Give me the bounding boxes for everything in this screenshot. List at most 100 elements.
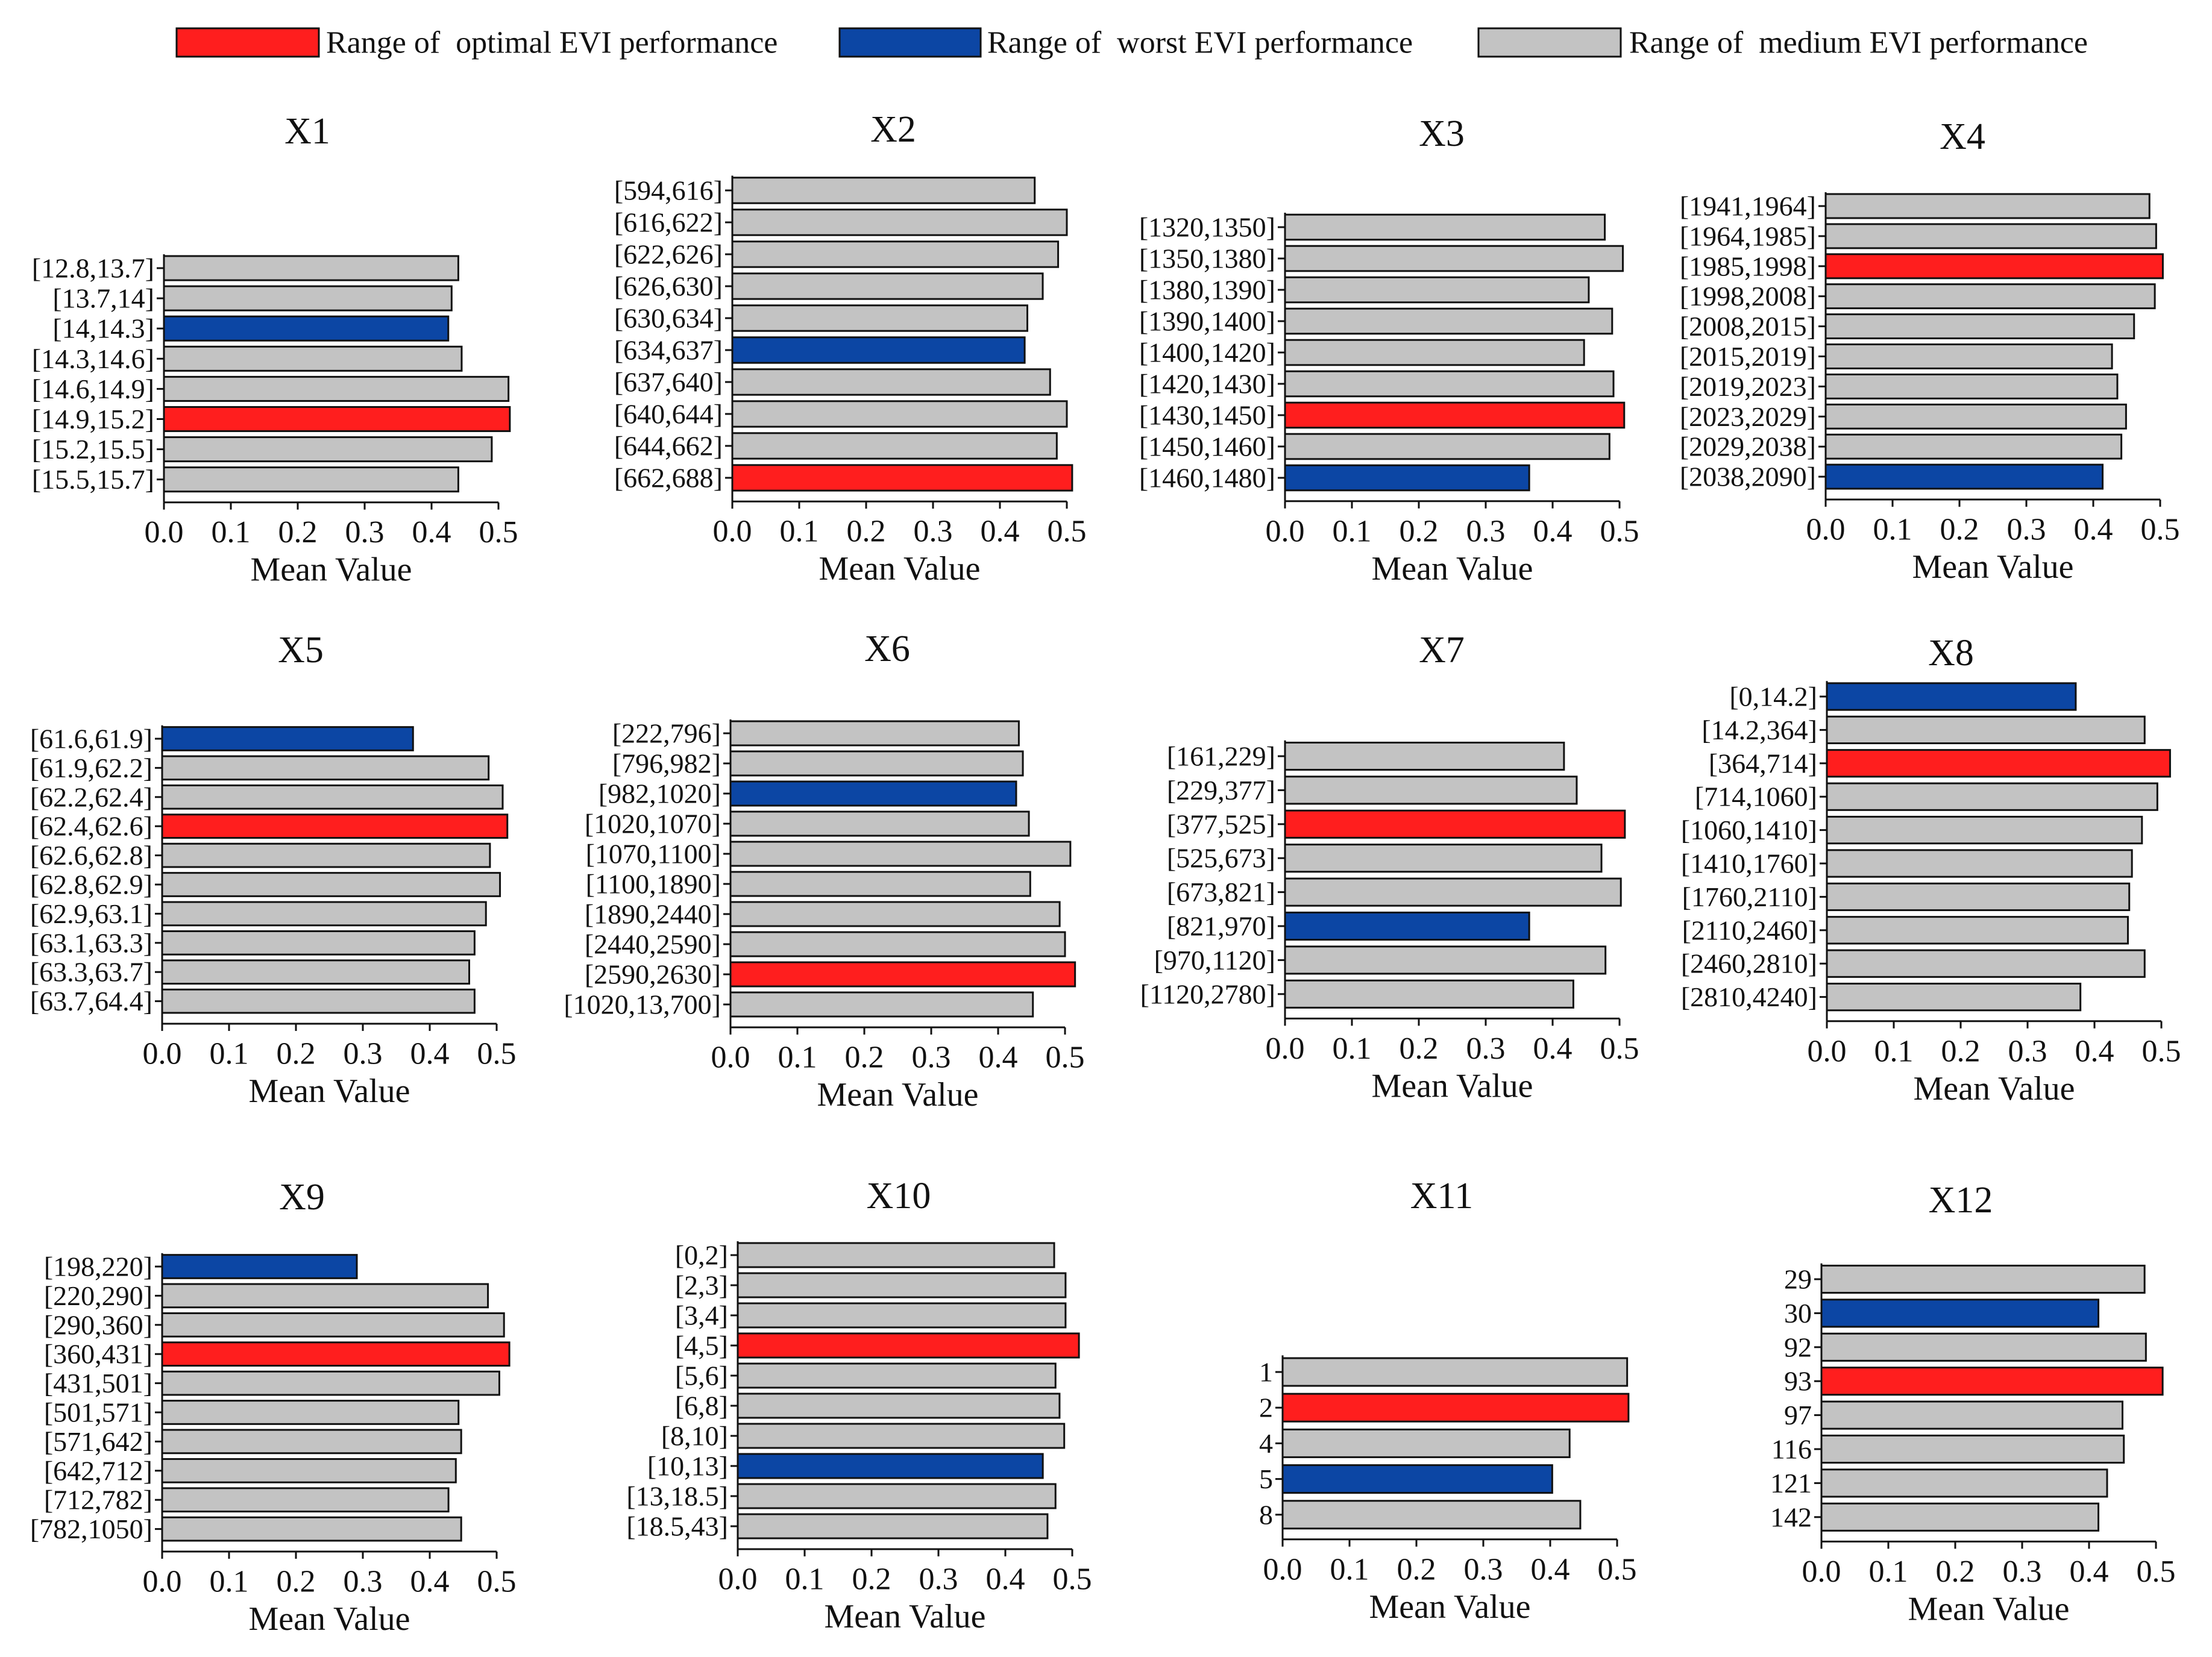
x-tick-label-x3-4: 0.4	[1533, 514, 1573, 548]
category-label-x6-8: [2590,2630]	[585, 959, 721, 990]
chart-title-x2: X2	[870, 109, 916, 150]
category-label-x5-0: [61.6,61.9]	[30, 724, 152, 754]
category-label-x4-0: [1941,1964]	[1680, 191, 1816, 222]
category-label-x2-6: [637,640]	[614, 367, 723, 398]
category-label-x12-4: 97	[1784, 1400, 1812, 1430]
category-label-x9-6: [571,642]	[44, 1426, 152, 1457]
x-tick-label-x5-1: 0.1	[210, 1036, 249, 1071]
bar-x3-4	[1284, 339, 1585, 366]
category-label-x6-7: [2440,2590]	[585, 929, 721, 960]
x-tick-label-x12-5: 0.5	[2137, 1555, 2176, 1589]
category-label-x4-3: [1998,2008]	[1680, 281, 1816, 312]
category-label-x8-6: [1760,2110]	[1682, 882, 1817, 912]
bar-x6-7	[729, 931, 1066, 957]
bar-x4-2	[1824, 253, 2164, 280]
bar-x2-5	[731, 336, 1026, 364]
category-label-x9-0: [198,220]	[44, 1251, 152, 1282]
chart-x5: X5 [61.6,61.9][61.9,62.2][62.2,62.4][62.4…	[30, 630, 517, 1110]
x-tick-label-x7-2: 0.2	[1400, 1032, 1439, 1066]
bar-x9-6	[161, 1429, 462, 1455]
category-label-x10-8: [13,18.5]	[626, 1481, 728, 1512]
x-tick-label-x10-4: 0.4	[986, 1562, 1025, 1597]
bar-x10-9	[737, 1513, 1049, 1540]
category-label-x12-1: 30	[1784, 1298, 1812, 1329]
x-axis-label-x3: Mean Value	[1372, 550, 1533, 587]
category-label-x4-1: [1964,1985]	[1680, 221, 1816, 251]
x-tick-label-x1-0: 0.0	[145, 515, 184, 550]
bar-x1-3	[163, 345, 463, 372]
bar-x6-2	[729, 780, 1017, 807]
bar-x5-7	[161, 930, 476, 956]
bar-x4-3	[1824, 283, 2156, 310]
x-tick-label-x1-3: 0.3	[345, 515, 385, 550]
x-tick-label-x10-0: 0.0	[718, 1562, 758, 1597]
bar-x5-0	[161, 726, 414, 751]
x-axis-label-x1: Mean Value	[251, 551, 412, 589]
x-tick-label-x7-4: 0.4	[1533, 1032, 1573, 1066]
category-label-x6-1: [796,982]	[612, 748, 721, 779]
category-label-x6-6: [1890,2440]	[585, 899, 721, 930]
x-tick-label-x12-4: 0.4	[2070, 1555, 2109, 1589]
x-axis-label-x2: Mean Value	[819, 550, 981, 587]
x-axis-label-x11: Mean Value	[1369, 1588, 1531, 1626]
chart-x6: X6 [222,796][796,982][982,1020][1020,1070…	[564, 628, 1084, 1114]
x-axis-label-x4: Mean Value	[1912, 548, 2074, 586]
x-tick-label-x6-2: 0.2	[845, 1041, 884, 1075]
category-label-x3-6: [1430,1450]	[1139, 400, 1275, 431]
chart-title-x9: X9	[279, 1177, 325, 1218]
category-label-x6-0: [222,796]	[612, 718, 721, 749]
category-label-x9-3: [360,431]	[44, 1339, 152, 1370]
category-label-x3-2: [1380,1390]	[1139, 275, 1275, 305]
bar-x3-3	[1284, 307, 1613, 335]
bar-x9-9	[161, 1516, 462, 1542]
category-label-x5-2: [62.2,62.4]	[30, 782, 152, 812]
category-label-x5-4: [62.6,62.8]	[30, 840, 152, 871]
category-label-x4-2: [1985,1998]	[1680, 251, 1816, 281]
category-label-x12-3: 93	[1784, 1366, 1812, 1397]
bar-x12-6	[1820, 1468, 2108, 1498]
category-label-x12-5: 116	[1771, 1434, 1812, 1465]
category-label-x10-9: [18.5,43]	[626, 1511, 728, 1542]
legend-swatch-worst	[838, 27, 982, 58]
bar-x6-5	[729, 871, 1031, 897]
bar-x4-4	[1824, 313, 2135, 340]
bar-x9-1	[161, 1283, 489, 1309]
bar-x5-5	[161, 872, 501, 897]
bar-x3-7	[1284, 433, 1610, 460]
category-label-x5-9: [63.7,64.4]	[30, 986, 152, 1016]
x-tick-label-x8-1: 0.1	[1874, 1034, 1914, 1068]
category-label-x2-1: [616,622]	[614, 207, 723, 238]
bar-x8-9	[1826, 982, 2082, 1012]
x-tick-label-x1-1: 0.1	[212, 515, 251, 550]
category-label-x12-0: 29	[1784, 1264, 1812, 1295]
x-tick-label-x6-0: 0.0	[711, 1041, 750, 1075]
category-label-x10-3: [4,5]	[675, 1330, 728, 1361]
x-tick-label-x3-0: 0.0	[1266, 514, 1305, 548]
bar-x11-4	[1281, 1500, 1582, 1530]
bar-x5-4	[161, 842, 491, 868]
x-tick-label-x8-0: 0.0	[1808, 1034, 1847, 1068]
chart-title-x12: X12	[1929, 1180, 1993, 1221]
bar-x6-3	[729, 810, 1030, 837]
category-label-x12-7: 142	[1770, 1502, 1812, 1532]
category-label-x4-6: [2019,2023]	[1680, 371, 1816, 402]
x-tick-label-x7-0: 0.0	[1266, 1032, 1305, 1066]
bar-x10-0	[737, 1242, 1055, 1268]
x-tick-label-x9-0: 0.0	[143, 1564, 182, 1599]
x-tick-label-x6-4: 0.4	[979, 1041, 1018, 1075]
category-label-x12-6: 121	[1770, 1468, 1812, 1499]
bar-x7-7	[1284, 979, 1574, 1009]
bar-x5-3	[161, 813, 509, 839]
x-axis-label-x12: Mean Value	[1908, 1590, 2070, 1627]
x-tick-label-x11-5: 0.5	[1598, 1552, 1637, 1587]
category-label-x10-1: [2,3]	[675, 1270, 728, 1301]
bar-x9-3	[161, 1341, 511, 1367]
x-axis-label-x10: Mean Value	[825, 1598, 986, 1635]
category-label-x5-1: [61.9,62.2]	[30, 753, 152, 783]
bar-x7-5	[1284, 911, 1530, 941]
x-tick-label-x3-3: 0.3	[1466, 514, 1506, 548]
bar-x6-4	[729, 841, 1072, 867]
category-label-x5-6: [62.9,63.1]	[30, 898, 152, 929]
category-label-x4-5: [2015,2019]	[1680, 341, 1816, 372]
category-label-x5-3: [62.4,62.6]	[30, 811, 152, 842]
